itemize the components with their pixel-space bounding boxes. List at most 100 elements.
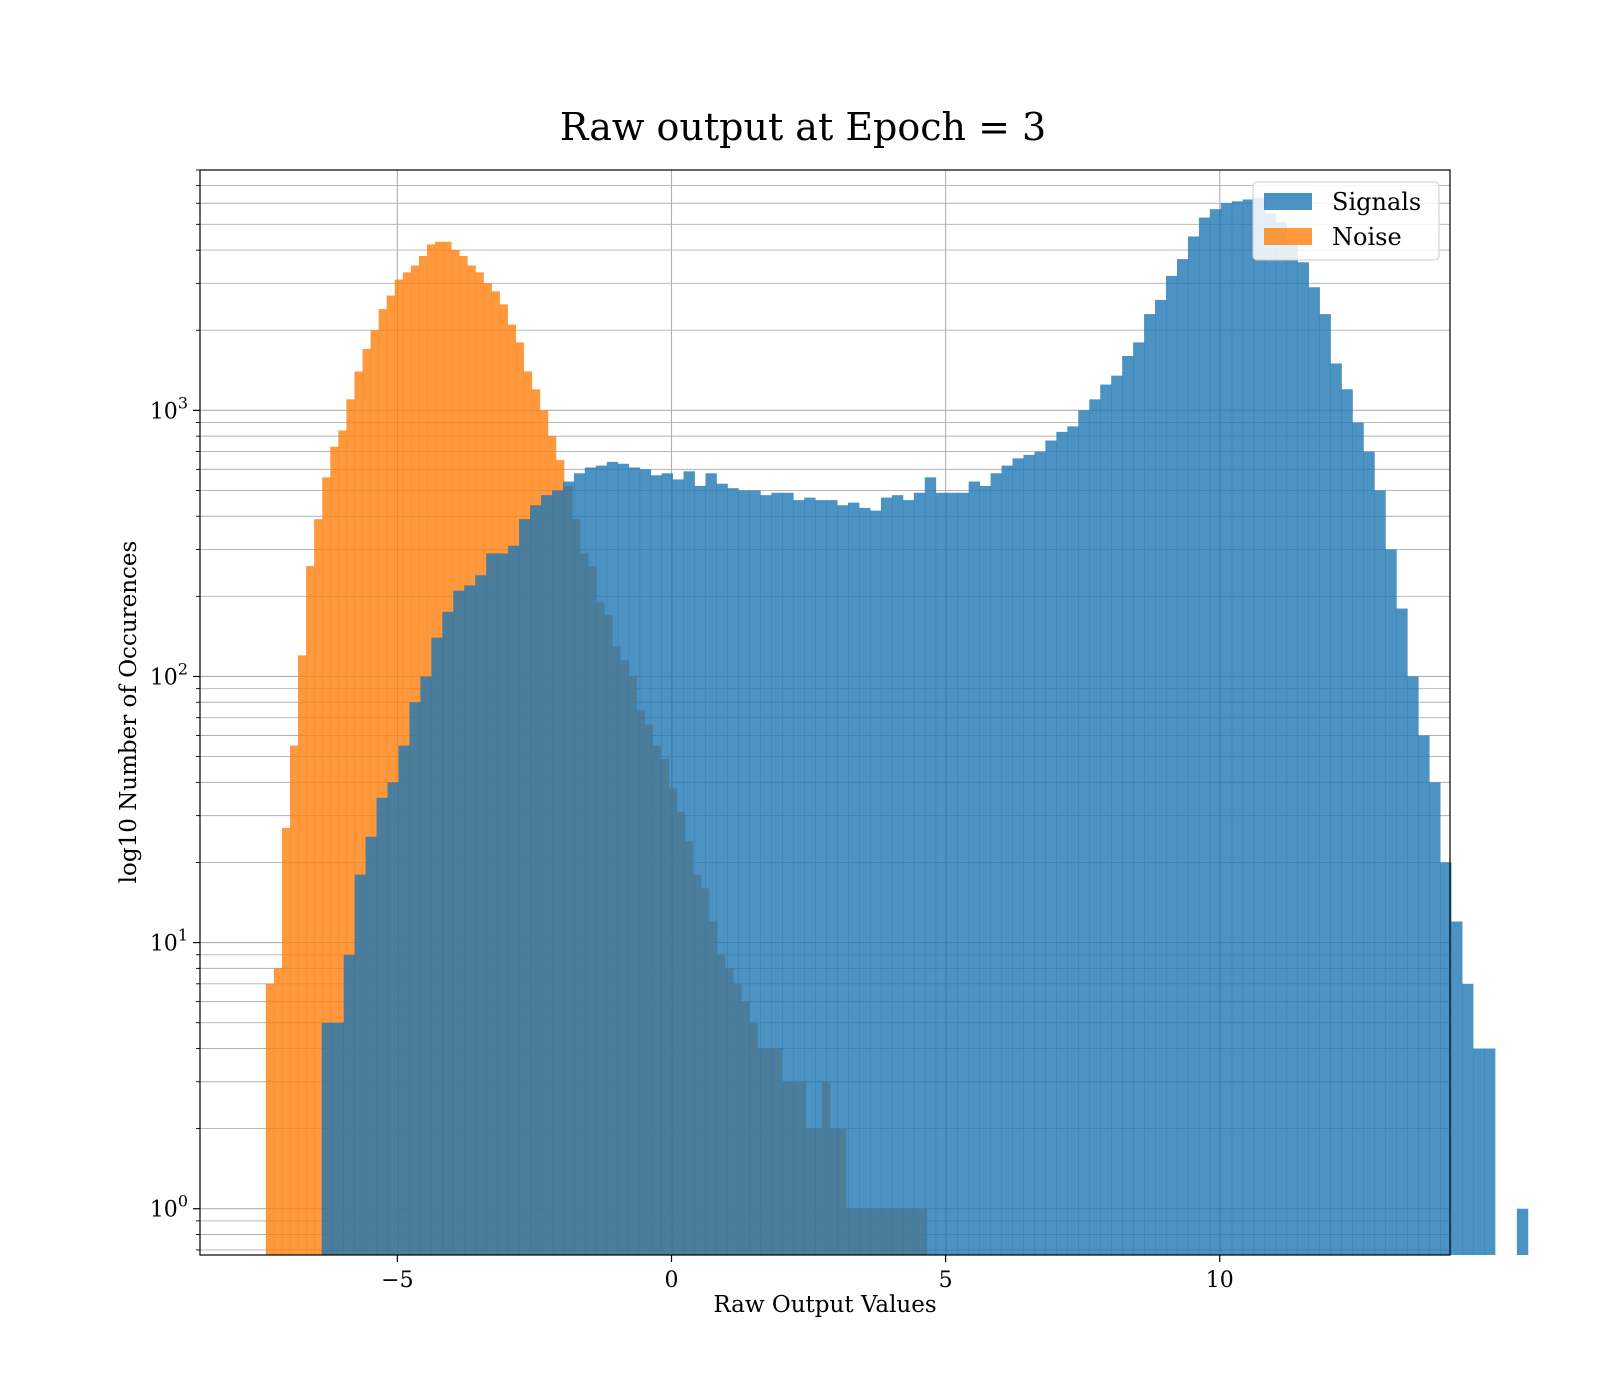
signals-bar — [650, 475, 663, 1255]
x-tick-label: 5 — [939, 1268, 953, 1293]
x-tick-label: 10 — [1206, 1268, 1234, 1293]
signals-bar — [1144, 314, 1156, 1256]
signals-bar — [826, 500, 838, 1255]
signals-bar — [497, 553, 509, 1255]
noise-bar — [362, 349, 371, 1255]
signals-bar — [1187, 236, 1200, 1255]
signals-bar — [793, 500, 805, 1255]
noise-bar — [354, 371, 363, 1256]
noise-bar — [289, 745, 299, 1255]
noise-bar — [273, 968, 283, 1255]
signals-bar — [1308, 287, 1320, 1255]
signals-bar — [1385, 549, 1397, 1255]
signals-bar — [595, 465, 608, 1255]
legend-swatch-noise — [1264, 228, 1312, 245]
signals-bar — [551, 490, 564, 1255]
x-axis-label: Raw Output Values — [713, 1292, 936, 1318]
signals-bar — [935, 492, 948, 1255]
signals-bar — [398, 745, 410, 1255]
noise-bar — [386, 295, 396, 1255]
signals-bar — [475, 575, 487, 1255]
signals-bar — [672, 479, 684, 1256]
signals-bar — [376, 797, 388, 1255]
y-axis-ticks: 100 101 102 103 — [150, 169, 200, 1251]
signals-bar — [606, 461, 619, 1255]
noise-bar — [265, 983, 275, 1255]
signals-bar — [365, 836, 377, 1255]
signals-bar — [1198, 217, 1211, 1255]
signals-bar — [1374, 490, 1386, 1255]
noise-bar — [281, 827, 291, 1255]
signals-bar — [1155, 299, 1167, 1255]
signals-bar — [1133, 342, 1145, 1255]
signals-series — [321, 197, 1529, 1256]
signals-bar — [837, 505, 849, 1256]
signals-bar — [1067, 426, 1079, 1255]
legend: Signals Noise — [1252, 181, 1440, 261]
signals-bar — [1001, 465, 1013, 1255]
signals-bar — [1330, 363, 1342, 1256]
signals-bar — [727, 488, 739, 1256]
chart-title: Raw output at Epoch = 3 — [560, 105, 1046, 149]
signals-bar — [1319, 314, 1331, 1256]
signals-bar — [584, 467, 597, 1256]
signals-bar — [1407, 676, 1419, 1255]
noise-bar — [378, 309, 388, 1255]
signals-bar — [782, 492, 794, 1255]
signals-bar — [771, 492, 783, 1255]
y-tick-label: 100 — [150, 1192, 188, 1223]
noise-bar — [298, 655, 307, 1255]
noise-bar — [346, 399, 355, 1256]
signals-bar — [1462, 983, 1474, 1255]
signals-bar — [321, 1022, 334, 1255]
x-tick-label: 0 — [664, 1268, 678, 1293]
signals-bar — [869, 510, 882, 1255]
signals-bar — [409, 702, 421, 1255]
noise-bar — [322, 477, 331, 1256]
signals-bar — [1220, 203, 1233, 1255]
signals-bar — [683, 471, 695, 1256]
signals-bar — [343, 954, 356, 1255]
signals-bar — [815, 500, 827, 1255]
signals-bar — [1483, 1048, 1496, 1255]
signals-bar — [508, 545, 520, 1255]
x-tick-label: −5 — [381, 1268, 413, 1293]
signals-bar — [354, 874, 366, 1255]
signals-bar — [705, 473, 717, 1255]
signals-bar — [1056, 431, 1068, 1255]
signals-bar — [1045, 440, 1057, 1255]
signals-bar — [617, 463, 630, 1256]
signals-bar — [1418, 735, 1430, 1255]
signals-bar — [1275, 222, 1288, 1255]
signals-bar — [1034, 451, 1046, 1256]
signals-bar — [1286, 244, 1298, 1255]
signals-bar — [332, 1022, 345, 1255]
signals-bar — [1264, 213, 1277, 1256]
signals-bar — [1440, 862, 1452, 1255]
signals-bar — [891, 495, 904, 1256]
signals-bar — [1352, 422, 1364, 1255]
signals-bar — [957, 492, 970, 1255]
signals-bar — [1396, 608, 1408, 1255]
y-tick-label: 102 — [150, 659, 188, 690]
legend-label-noise: Noise — [1332, 223, 1402, 251]
x-axis-ticks: −5 0 5 10 — [381, 1255, 1234, 1293]
signals-bar — [804, 497, 816, 1255]
signals-bar — [1363, 451, 1375, 1256]
y-tick-label: 101 — [150, 926, 188, 957]
signals-bar — [1429, 782, 1441, 1255]
signals-bar — [431, 637, 443, 1255]
signals-bar — [541, 495, 553, 1256]
signals-bar — [1100, 384, 1112, 1255]
signals-bar — [1242, 199, 1255, 1255]
signals-bar — [990, 473, 1002, 1255]
signals-bar — [1176, 259, 1189, 1255]
y-axis-label: log10 Number of Occurences — [116, 541, 142, 884]
signals-bar — [639, 469, 652, 1256]
signals-bar — [1341, 389, 1353, 1256]
signals-bar — [1473, 1048, 1485, 1255]
signals-bar — [1089, 399, 1101, 1256]
signals-bar — [968, 481, 981, 1256]
signals-bar — [738, 490, 750, 1255]
